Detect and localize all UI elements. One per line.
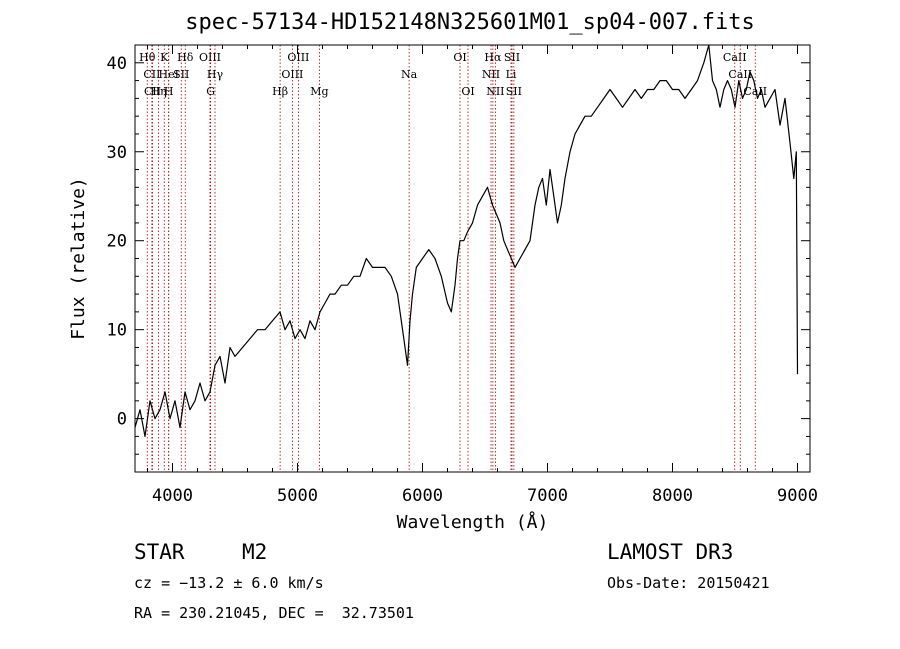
chart-title: spec-57134-HD152148N325601M01_sp04-007.f…: [185, 10, 755, 35]
obs-date: Obs-Date: 20150421: [607, 574, 770, 592]
spectrum-line: [134, 44, 799, 437]
line-marker-label: OI: [453, 51, 466, 64]
line-marker-label: Hγ: [207, 68, 224, 81]
line-marker-label: Mg: [310, 85, 328, 98]
x-tick-label: 6000: [402, 486, 443, 506]
coordinates-readout: RA = 230.21045, DEC = 32.73501: [134, 604, 414, 622]
line-marker-label: K: [160, 51, 169, 64]
y-tick-label: 0: [117, 410, 127, 430]
x-tick-label: 4000: [152, 486, 193, 506]
y-tick-label: 10: [107, 321, 127, 341]
object-subclass: M2: [242, 540, 268, 564]
x-tick-label: 7000: [527, 486, 568, 506]
line-marker-label: G: [206, 85, 215, 98]
line-marker-label: Hα: [484, 51, 502, 64]
line-marker-label: CII: [144, 85, 161, 98]
y-tick-label: 40: [107, 54, 127, 74]
line-marker-label: CaII: [723, 51, 747, 64]
line-marker-label: NII: [486, 85, 504, 98]
line-marker-label: Hθ: [139, 51, 156, 64]
line-marker-label: H: [164, 85, 174, 98]
x-tick-label: 8000: [652, 486, 693, 506]
plot-frame: [134, 44, 811, 473]
survey-label: LAMOST DR3: [607, 540, 734, 564]
line-marker-label: SII: [506, 85, 522, 98]
line-marker-label: Na: [401, 68, 418, 81]
line-marker-label: OIII: [199, 51, 221, 64]
y-tick-label: 30: [107, 143, 127, 163]
line-marker-label: OIII: [281, 68, 303, 81]
line-marker-label: Hβ: [272, 85, 288, 98]
line-marker-label: CaII: [743, 85, 767, 98]
line-marker-label: Hδ: [177, 51, 194, 64]
y-tick-label: 20: [107, 232, 127, 252]
line-marker-label: Li: [506, 68, 517, 81]
line-marker-label: OIII: [287, 51, 309, 64]
series-layer: [134, 44, 799, 437]
object-class: STAR: [134, 540, 185, 564]
x-tick-label: 5000: [277, 486, 318, 506]
line-marker-label: CII: [143, 68, 160, 81]
line-marker-label: Hη: [151, 85, 167, 98]
line-marker-label: CaII: [728, 68, 752, 81]
redshift-readout: cz = −13.2 ± 6.0 km/s: [134, 574, 324, 592]
x-tick-label: 9000: [777, 486, 818, 506]
x-axis-label: Wavelength (Å): [397, 511, 549, 533]
line-marker-label: NII: [482, 68, 500, 81]
line-marker-label: OI: [461, 85, 474, 98]
line-marker-label: SII: [504, 51, 520, 64]
axis-ticks: 4000 5000 6000 7000 8000 9000 0 10 20 30 40: [107, 44, 818, 506]
y-axis-label: Flux (relative): [68, 177, 89, 340]
line-marker-label: SII: [173, 68, 189, 81]
